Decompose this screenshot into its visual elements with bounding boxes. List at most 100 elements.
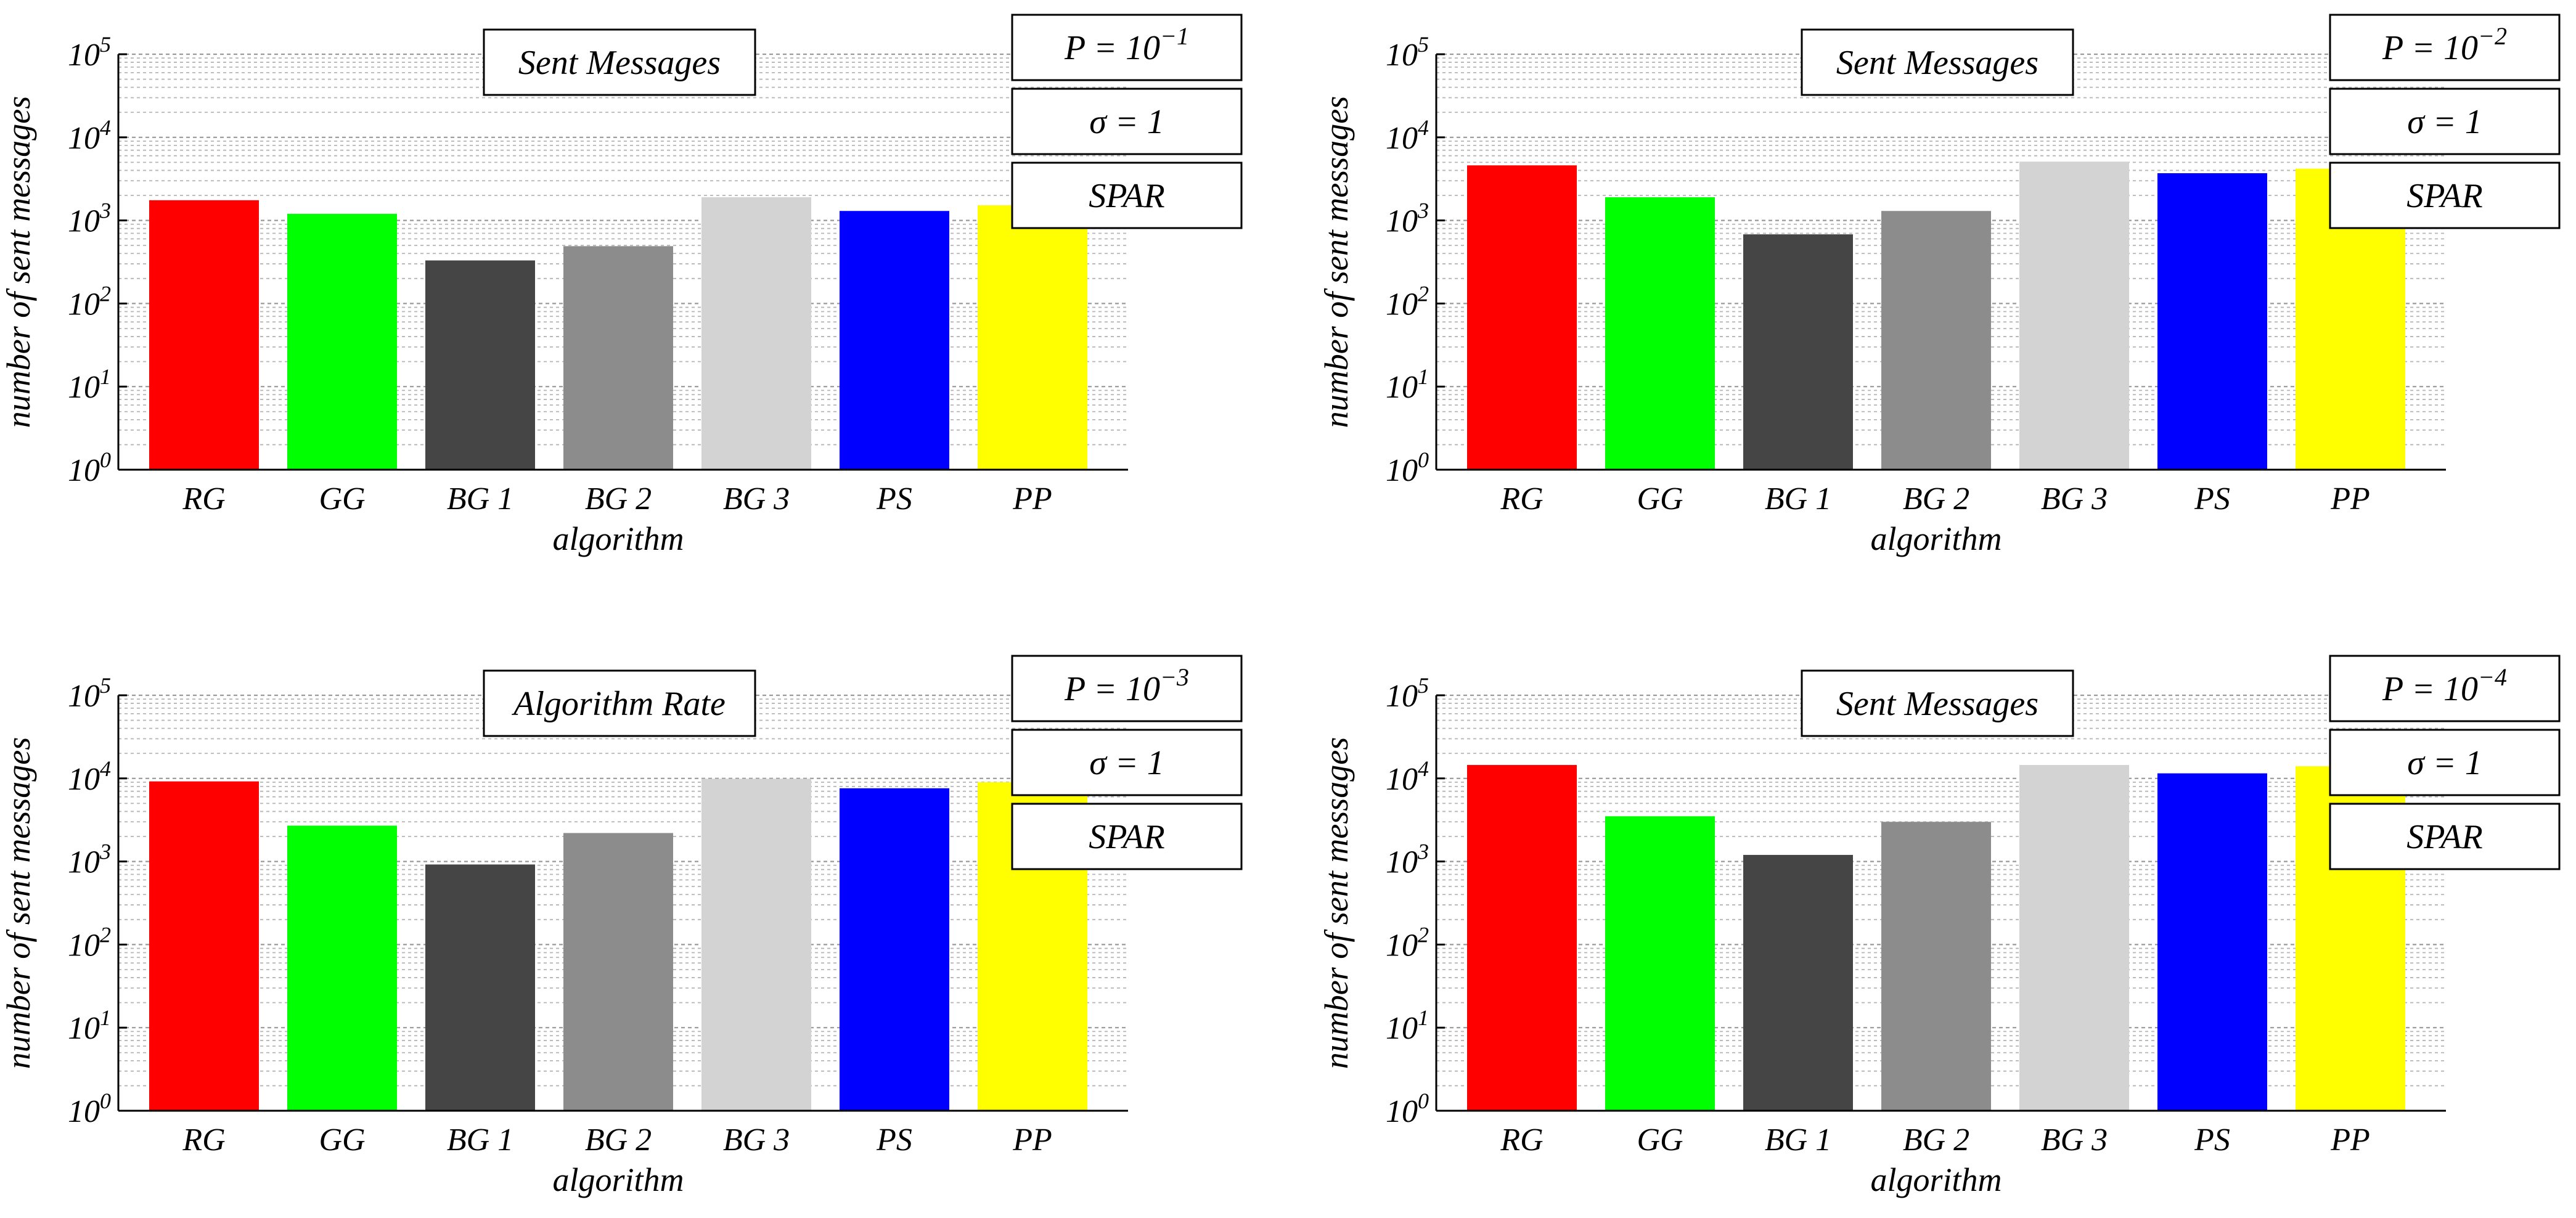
title-box xyxy=(1801,28,2074,96)
method-label: SPAR xyxy=(1089,818,1164,856)
x-axis-label: algorithm xyxy=(552,520,684,557)
x-tick-label: PS xyxy=(876,481,912,517)
bar-gg xyxy=(1605,197,1715,470)
annotation-box xyxy=(2329,88,2561,155)
y-tick-label: 101 xyxy=(1386,1005,1429,1046)
chart-panel-2: 100 101 102 103 104 105 RG GG BG 1 BG 2 BG 3 PS PP al… xyxy=(1318,14,2561,557)
x-tick-label: GG xyxy=(1637,481,1683,517)
bar-rg xyxy=(149,200,259,470)
method-label: SPAR xyxy=(1089,177,1164,215)
y-tick-label: 104 xyxy=(1386,115,1429,156)
bar-gg xyxy=(287,825,397,1111)
grid xyxy=(1436,694,2446,1087)
y-axis-label: number of sent messages xyxy=(0,737,37,1069)
x-tick-label: BG 3 xyxy=(2041,1122,2108,1158)
x-tick-label: PP xyxy=(1012,1122,1052,1158)
y-tick-label: 103 xyxy=(68,840,111,880)
x-tick-label: BG 1 xyxy=(1765,1122,1831,1158)
p-value-label: P = 10−2 xyxy=(2382,22,2507,67)
y-tick-label: 100 xyxy=(1386,1089,1429,1129)
annotation-box xyxy=(2329,729,2561,796)
annotation-box xyxy=(2329,161,2561,229)
grid xyxy=(118,53,1128,446)
p-value-label: P = 10−4 xyxy=(2382,663,2507,708)
bar-ps xyxy=(2157,173,2267,470)
bar-bg-3 xyxy=(2019,161,2129,470)
x-tick-label: GG xyxy=(319,481,365,517)
title-box xyxy=(1801,669,2074,737)
method-label: SPAR xyxy=(2406,177,2482,215)
sigma-label: σ = 1 xyxy=(1089,103,1164,141)
bar-bg-3 xyxy=(2019,765,2129,1111)
annotation-box xyxy=(1011,729,1243,796)
x-tick-label: PS xyxy=(876,1122,912,1158)
p-value-label: P = 10−3 xyxy=(1064,663,1189,708)
x-tick-label: PP xyxy=(2330,1122,2370,1158)
y-tick-label: 104 xyxy=(1386,756,1429,797)
bar-bg-2 xyxy=(563,833,673,1111)
chart-panel-3: 100 101 102 103 104 105 RG GG BG 1 BG 2 BG 3 PS PP al… xyxy=(0,655,1243,1198)
sigma-label: σ = 1 xyxy=(2407,744,2482,782)
x-tick-label: PS xyxy=(2194,481,2230,517)
annotation-box xyxy=(1011,655,1243,722)
annotation-box xyxy=(2329,14,2561,81)
sigma-label: σ = 1 xyxy=(2407,103,2482,141)
x-tick-label: GG xyxy=(1637,1122,1683,1158)
bar-ps xyxy=(2157,773,2267,1111)
bar-bg-2 xyxy=(1881,211,1991,470)
bar-pp xyxy=(978,205,1087,470)
x-tick-label: BG 2 xyxy=(1903,481,1969,517)
x-axis-label: algorithm xyxy=(1870,1161,2002,1198)
x-tick-label: RG xyxy=(182,481,225,517)
chart-title: Sent Messages xyxy=(1836,685,2038,723)
y-tick-label: 105 xyxy=(68,32,111,73)
bar-bg-1 xyxy=(1743,234,1853,470)
title-box xyxy=(483,669,756,737)
bar-ps xyxy=(840,211,949,470)
y-tick-label: 100 xyxy=(68,1089,111,1129)
y-tick-label: 101 xyxy=(68,364,111,405)
y-tick-label: 102 xyxy=(68,281,111,322)
y-tick-label: 105 xyxy=(68,673,111,714)
title-box xyxy=(483,28,756,96)
bar-rg xyxy=(149,781,259,1111)
x-tick-label: BG 1 xyxy=(447,1122,513,1158)
annotation-box xyxy=(2329,803,2561,870)
y-tick-label: 105 xyxy=(1386,673,1429,714)
x-tick-label: BG 1 xyxy=(1765,481,1831,517)
x-tick-label: PP xyxy=(1012,481,1052,517)
chart-title: Sent Messages xyxy=(1836,44,2038,82)
bar-bg-2 xyxy=(1881,822,1991,1111)
x-tick-label: RG xyxy=(1500,481,1543,517)
grid xyxy=(118,694,1128,1087)
y-tick-label: 101 xyxy=(68,1005,111,1046)
y-tick-label: 101 xyxy=(1386,364,1429,405)
bar-bg-1 xyxy=(425,260,535,470)
annotation-box xyxy=(2329,655,2561,722)
x-tick-label: PS xyxy=(2194,1122,2230,1158)
chart-title: Algorithm Rate xyxy=(511,685,726,723)
y-tick-label: 102 xyxy=(68,922,111,963)
y-tick-label: 100 xyxy=(1386,448,1429,488)
x-tick-label: RG xyxy=(1500,1122,1543,1158)
chart-title: Sent Messages xyxy=(518,44,721,82)
y-tick-label: 104 xyxy=(68,115,111,156)
y-tick-label: 103 xyxy=(1386,840,1429,880)
x-tick-label: BG 2 xyxy=(585,1122,652,1158)
annotation-box xyxy=(1011,803,1243,870)
bar-bg-2 xyxy=(563,246,673,470)
p-value-label: P = 10−1 xyxy=(1064,22,1189,67)
x-tick-label: RG xyxy=(182,1122,225,1158)
y-axis-label: number of sent messages xyxy=(1318,737,1355,1069)
bar-gg xyxy=(1605,816,1715,1111)
bar-bg-3 xyxy=(701,197,811,470)
method-label: SPAR xyxy=(2406,818,2482,856)
x-tick-label: BG 2 xyxy=(1903,1122,1969,1158)
x-tick-label: BG 2 xyxy=(585,481,652,517)
y-tick-label: 102 xyxy=(1386,922,1429,963)
bar-rg xyxy=(1467,765,1577,1111)
annotation-box xyxy=(1011,88,1243,155)
x-tick-label: BG 3 xyxy=(723,481,790,517)
bar-gg xyxy=(287,213,397,470)
